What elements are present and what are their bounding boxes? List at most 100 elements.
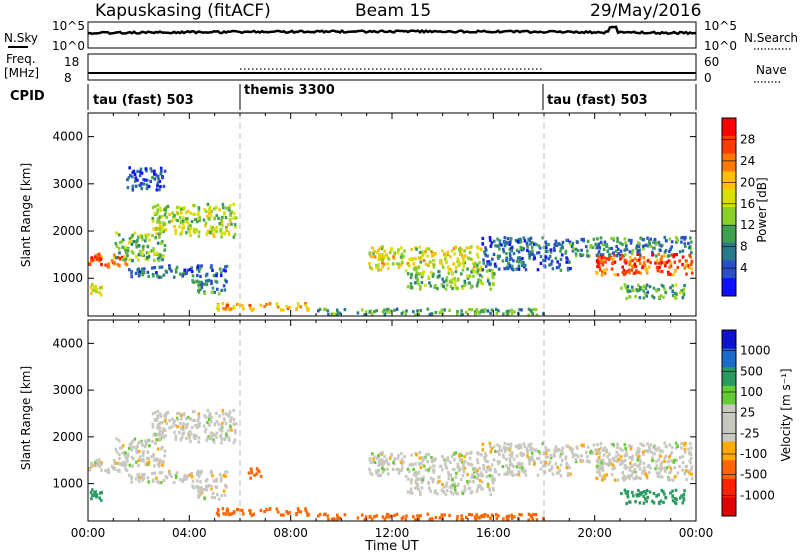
data-cell [456, 515, 459, 519]
data-cell [554, 445, 558, 449]
data-cell [156, 184, 159, 188]
data-cell [513, 515, 516, 519]
data-cell [162, 223, 166, 227]
data-cell [400, 252, 404, 256]
data-cell [137, 253, 141, 257]
data-cell [124, 451, 127, 455]
data-cell [94, 460, 97, 464]
data-cell [222, 206, 225, 210]
data-cell [591, 245, 595, 250]
data-cell [336, 311, 340, 315]
data-cell [687, 241, 690, 245]
data-cell [639, 476, 642, 481]
data-cell [635, 464, 639, 468]
data-cell [605, 267, 609, 271]
data-cell [162, 478, 166, 483]
data-cell [236, 302, 239, 306]
data-cell [416, 309, 419, 313]
data-cell [275, 302, 279, 306]
data-cell [118, 257, 122, 261]
data-cell [429, 271, 433, 275]
data-cell [500, 243, 503, 247]
data-cell [498, 247, 501, 251]
data-cell [616, 236, 619, 240]
data-cell [210, 228, 214, 232]
data-cell [481, 448, 485, 452]
colorbar-tick-label: 12 [740, 218, 755, 232]
data-cell [206, 230, 209, 235]
data-cell [152, 274, 155, 278]
data-cell [229, 219, 232, 223]
data-cell [400, 452, 403, 456]
data-cell [179, 478, 182, 482]
data-cell [151, 176, 154, 180]
data-cell [297, 509, 300, 513]
data-cell [460, 309, 463, 313]
data-cell [609, 462, 613, 466]
data-cell [383, 249, 386, 253]
data-cell [432, 464, 436, 468]
data-cell [652, 286, 656, 290]
data-cell [675, 292, 678, 296]
beam-title: Beam 15 [355, 1, 431, 21]
data-cell [468, 307, 471, 311]
data-cell [161, 175, 165, 179]
data-cell [402, 515, 405, 519]
data-cell [571, 245, 574, 249]
data-cell [196, 217, 200, 221]
data-cell [401, 260, 404, 265]
data-cell [424, 468, 428, 472]
data-cell [296, 302, 300, 306]
data-cell [379, 252, 383, 257]
data-cell [163, 248, 166, 252]
data-cell [198, 486, 202, 490]
data-cell [454, 490, 457, 495]
data-cell [373, 249, 376, 254]
data-cell [210, 210, 213, 214]
data-cell [221, 507, 225, 511]
data-cell [612, 466, 615, 470]
data-cell [465, 515, 468, 519]
data-cell [199, 480, 202, 484]
data-cell [377, 263, 380, 267]
data-cell [658, 471, 661, 475]
data-cell [418, 477, 421, 481]
data-cell [648, 265, 651, 269]
data-cell [99, 463, 103, 467]
data-cell [571, 454, 575, 459]
data-cell [485, 269, 489, 273]
data-cell [603, 461, 606, 466]
data-cell [608, 452, 611, 456]
data-cell [173, 214, 176, 218]
data-cell [622, 254, 625, 258]
data-cell [466, 274, 469, 278]
data-cell [460, 453, 463, 458]
data-cell [491, 276, 495, 280]
data-cell [596, 443, 599, 447]
data-cell [552, 247, 556, 252]
data-cell [674, 283, 678, 287]
data-cell [529, 236, 533, 240]
data-cell [429, 489, 433, 493]
data-cell [113, 459, 116, 463]
data-cell [559, 249, 562, 253]
data-cell [535, 518, 539, 522]
data-cell [644, 492, 648, 496]
data-cell [603, 256, 606, 260]
data-cell [690, 240, 693, 244]
data-cell [178, 411, 181, 416]
data-cell [128, 442, 132, 447]
data-cell [459, 252, 462, 257]
data-cell [482, 258, 485, 262]
data-cell [141, 273, 144, 277]
data-cell [208, 211, 211, 215]
data-cell [146, 461, 149, 465]
data-cell [518, 308, 521, 312]
data-cell [204, 484, 208, 488]
data-cell [637, 245, 641, 249]
data-cell [549, 454, 553, 458]
data-cell [197, 230, 201, 234]
data-cell [634, 294, 637, 299]
data-cell [439, 259, 442, 263]
data-cell [642, 466, 646, 470]
